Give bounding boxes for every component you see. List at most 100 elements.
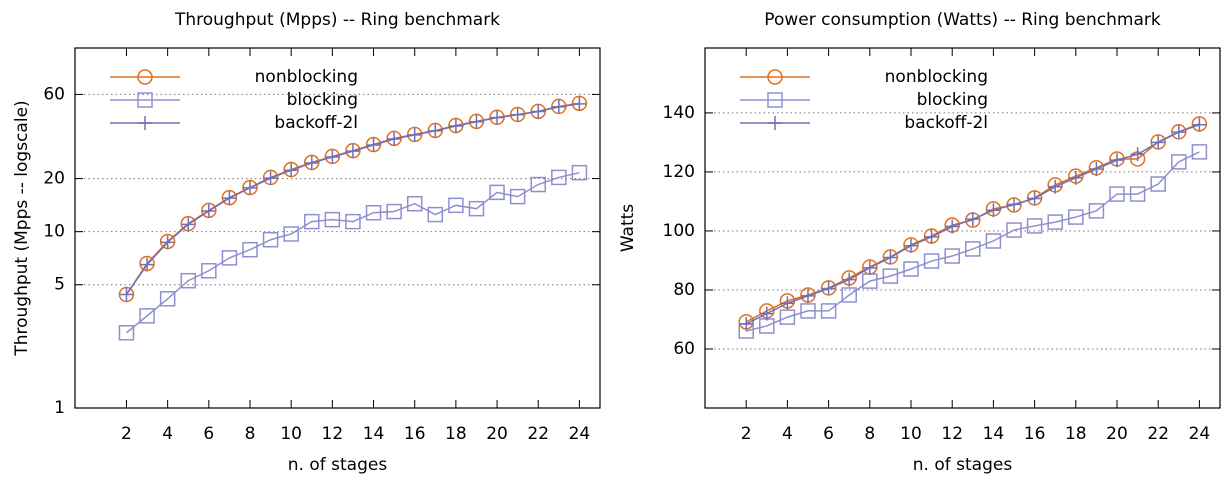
legend-marker [767,92,783,108]
point [365,204,382,221]
legend-marker [137,92,153,108]
x-tick-label: 24 [1189,424,1211,444]
x-tick-label: 8 [864,424,875,444]
y-axis-label: Watts [618,204,638,252]
point [181,217,196,232]
point [842,272,857,287]
point [139,308,155,324]
x-axis-label: n. of stages [913,455,1013,475]
point [469,114,484,129]
x-tick-label: 8 [245,424,256,444]
point [345,144,360,159]
x-tick-label: 18 [445,424,467,444]
x-tick-label: 12 [941,424,963,444]
plot-frame [74,47,601,409]
point [263,171,278,186]
y-tick-label: 60 [43,84,65,104]
y-tick-label: 100 [663,221,695,241]
point [551,169,567,186]
legend-marker [138,116,152,130]
point [448,119,463,134]
point [243,180,257,195]
point [1109,186,1125,202]
x-tick-label: 16 [404,424,426,444]
point [427,206,444,223]
point [283,226,299,242]
point [1007,197,1021,212]
point [304,156,319,171]
legend-label: blocking [287,90,358,110]
x-axis-label: n. of stages [288,455,388,475]
point [903,261,919,277]
point [841,287,857,303]
point [945,219,960,234]
point [1110,153,1124,168]
point [883,250,898,265]
x-tick-label: 4 [782,424,793,444]
point [1068,209,1084,225]
x-tick-label: 6 [823,424,834,444]
x-tick-label: 24 [569,424,591,444]
y-tick-label: 60 [673,339,695,359]
y-tick-label: 120 [663,162,695,182]
point [965,241,981,257]
point [222,191,237,206]
point [407,127,422,142]
legend-label: blocking [917,90,988,110]
x-tick-label: 18 [1065,424,1087,444]
point [180,272,196,289]
x-tick-label: 4 [162,424,173,444]
point [490,110,505,125]
series-line [125,171,580,334]
y-tick-label: 10 [43,222,65,242]
x-tick-label: 22 [1147,424,1169,444]
point [1068,170,1083,185]
point [1171,125,1186,140]
x-tick-label: 6 [203,424,214,444]
point [284,163,299,178]
point [985,233,1002,249]
point [366,137,381,152]
point [304,213,320,230]
point [1006,222,1022,238]
point [759,306,774,321]
point [1026,218,1043,234]
point [551,99,566,114]
point [201,203,216,218]
point [739,316,754,331]
point [1192,117,1207,132]
x-tick-label: 10 [280,424,302,444]
y-axis-label: Throughput (Mpps -- logscale) [12,100,32,356]
point [387,132,402,147]
x-tick-label: 20 [1106,424,1128,444]
legend-marker [768,116,782,130]
y-tick-label: 80 [673,280,695,300]
point [1048,179,1063,194]
point [1047,214,1063,230]
y-tick-label: 140 [663,103,695,123]
point [468,200,485,217]
point [1089,161,1104,176]
legend-label: nonblocking [885,67,988,87]
legend-label: backoff-2l [904,113,988,133]
y-tick-label: 5 [54,275,65,295]
chart-title: Power consumption (Watts) -- Ring benchm… [764,10,1161,30]
x-tick-label: 10 [900,424,922,444]
y-tick-label: 1 [54,398,65,418]
point [571,164,588,181]
point [821,281,836,296]
point [1027,191,1042,206]
x-tick-label: 20 [486,424,508,444]
legend-marker [767,69,783,85]
point [489,184,505,201]
x-tick-label: 16 [1024,424,1046,444]
point [986,203,1001,218]
point [862,260,877,275]
point [882,268,899,284]
point [1088,203,1105,219]
point [509,188,526,205]
point [406,195,423,212]
legend-marker [137,69,153,85]
point [801,288,815,303]
point [1171,154,1187,170]
